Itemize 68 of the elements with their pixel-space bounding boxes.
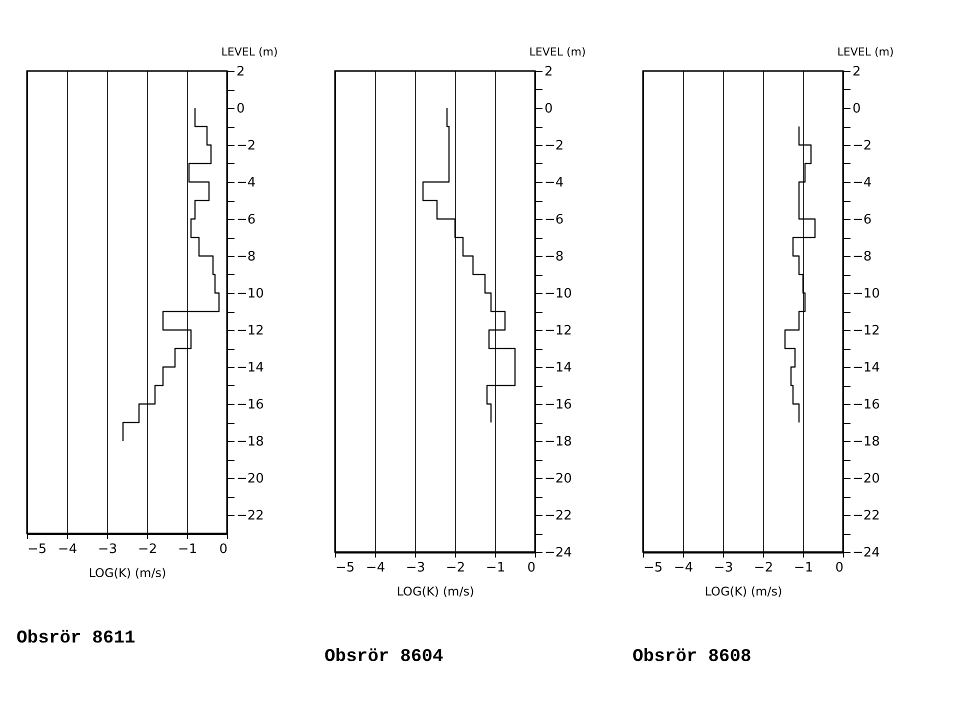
x-tick-label: 0 <box>835 560 844 576</box>
y-axis-title: LEVEL (m) <box>837 46 894 58</box>
x-axis-title: LOG(K) (m/s) <box>704 584 782 598</box>
y-tick-label: −2 <box>236 138 256 154</box>
y-tick-label: −22 <box>852 508 880 524</box>
y-tick-label: −10 <box>236 286 264 302</box>
y-tick-label: −4 <box>236 176 256 190</box>
y-tick-label: −12 <box>852 324 880 338</box>
y-tick-label: −6 <box>852 212 872 228</box>
y-tick-label: −4 <box>544 176 564 190</box>
y-tick-label: 2 <box>544 64 553 80</box>
y-tick-label: −20 <box>544 472 572 486</box>
y-tick-label: −20 <box>852 472 880 486</box>
y-tick-label: −14 <box>852 360 880 376</box>
y-tick-label: −12 <box>236 324 264 338</box>
x-tick-label: −5 <box>336 560 355 576</box>
y-tick-label: −6 <box>544 212 564 228</box>
y-tick-label: −16 <box>236 398 264 412</box>
y-tick-label: −24 <box>852 546 880 560</box>
y-tick-label: 2 <box>852 64 861 80</box>
x-tick-label: −4 <box>366 560 386 576</box>
y-tick-label: −8 <box>236 250 256 264</box>
y-tick-label: −14 <box>544 360 572 376</box>
x-tick-label: −1 <box>486 560 506 576</box>
y-axis-title: LEVEL (m) <box>529 46 586 58</box>
y-tick-label: 0 <box>852 102 861 116</box>
y-tick-label: −6 <box>236 212 256 228</box>
x-tick-label: −1 <box>178 542 198 557</box>
x-tick-label: −5 <box>644 560 663 576</box>
y-tick-label: −10 <box>852 286 880 302</box>
y-tick-label: 0 <box>544 102 553 116</box>
y-tick-label: 0 <box>236 102 245 116</box>
x-axis-title: LOG(K) (m/s) <box>396 584 474 598</box>
x-tick-label: −5 <box>28 542 47 557</box>
y-tick-label: −20 <box>236 472 264 486</box>
text: Obsrör 8611 <box>16 628 136 648</box>
y-tick-label: −16 <box>544 398 572 412</box>
y-tick-label: −22 <box>236 508 264 524</box>
x-tick-label: −1 <box>794 560 814 576</box>
y-tick-label: −14 <box>236 360 264 376</box>
x-tick-label: −2 <box>446 560 466 576</box>
y-tick-label: −8 <box>852 250 872 264</box>
x-tick-label: 0 <box>527 560 536 576</box>
y-tick-label: −18 <box>236 434 264 450</box>
y-tick-label: −18 <box>852 434 880 450</box>
x-axis-title: LOG(K) (m/s) <box>88 566 166 580</box>
y-tick-label: −10 <box>544 286 572 302</box>
text: Obsrör 8604 <box>324 647 444 667</box>
x-tick-label: −2 <box>754 560 774 576</box>
x-tick-label: −4 <box>58 542 78 557</box>
y-tick-label: −8 <box>544 250 564 264</box>
x-tick-label: 0 <box>219 542 228 557</box>
y-tick-label: −18 <box>544 434 572 450</box>
text: Obsrör 8608 <box>632 647 752 667</box>
x-tick-label: −2 <box>138 542 158 557</box>
y-tick-label: 2 <box>236 64 245 80</box>
x-tick-label: −3 <box>98 542 118 557</box>
x-tick-label: −3 <box>714 560 734 576</box>
y-tick-label: −12 <box>544 324 572 338</box>
y-tick-label: −2 <box>852 138 872 154</box>
y-tick-label: −16 <box>852 398 880 412</box>
y-tick-label: −4 <box>852 176 872 190</box>
x-tick-label: −3 <box>406 560 426 576</box>
y-tick-label: −22 <box>544 508 572 524</box>
x-tick-label: −4 <box>674 560 694 576</box>
y-tick-label: −2 <box>544 138 564 154</box>
y-axis-title: LEVEL (m) <box>221 46 278 58</box>
y-tick-label: −24 <box>544 546 572 560</box>
